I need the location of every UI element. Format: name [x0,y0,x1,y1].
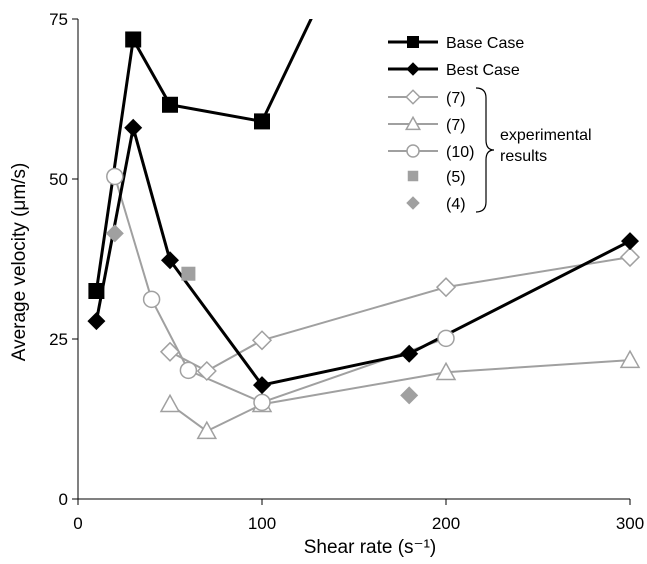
legend-marker [404,115,422,131]
y-ticks: 0 25 50 75 [49,10,78,509]
data-point [161,251,179,270]
data-point [179,361,198,380]
legend-bracket-label: results [500,148,547,165]
data-point [254,113,270,130]
legend-bracket-label: experimental [500,127,592,144]
legend-bracket [475,87,495,213]
data-point [621,232,639,251]
legend-label: (7) [446,117,466,134]
y-tick-label: 0 [59,490,68,509]
legend-marker [407,36,419,48]
x-tick-label: 200 [432,514,460,533]
y-tick-label: 25 [49,330,68,349]
legend-label: (7) [446,90,466,107]
data-point [159,393,181,413]
series-line [113,176,447,404]
legend-label: Best Case [446,62,520,79]
legend-marker [406,196,420,210]
data-point [124,118,143,137]
data-point [400,344,419,363]
data-point [181,266,196,281]
data-point [87,312,106,331]
data-point [125,31,142,48]
y-tick-label: 75 [49,10,68,29]
data-point [159,341,181,362]
legend-label: (10) [446,144,474,161]
data-point [251,330,273,351]
series-lines [94,19,630,433]
data-point [105,224,124,243]
legend-marker [406,62,420,76]
data-point [619,247,641,268]
y-tick-label: 50 [49,170,68,189]
legend-label: Base Case [446,35,524,52]
legend-marker [406,144,420,158]
data-point [106,167,124,186]
legend-marker [407,170,419,182]
y-axis-title: Average velocity (μm/s) [9,163,30,362]
legend-marker [405,89,421,105]
x-tick-label: 0 [73,514,82,533]
data-point [162,96,178,113]
data-point [437,329,455,348]
data-point [253,393,271,412]
legend-label: (4) [446,196,466,213]
x-axis-title: Shear rate (s⁻¹) [304,537,437,558]
x-ticks: 0 100 200 300 [73,499,644,533]
data-point [253,376,271,395]
x-tick-label: 100 [248,514,276,533]
legend: Base Case Best Case (7) (7) (10) (5) (4) experi… [388,35,592,213]
legend-label: (5) [446,169,466,186]
x-tick-label: 300 [616,514,644,533]
data-point [435,277,457,298]
series-line [169,359,630,433]
data-point [435,361,457,381]
data-point [400,386,419,405]
data-point [196,420,218,440]
data-point [619,349,641,369]
data-point [142,290,161,309]
data-point [196,360,217,382]
series-markers [87,31,641,440]
data-point [88,283,105,299]
plot-area: 0 100 200 300 0 25 50 75 [49,10,644,533]
